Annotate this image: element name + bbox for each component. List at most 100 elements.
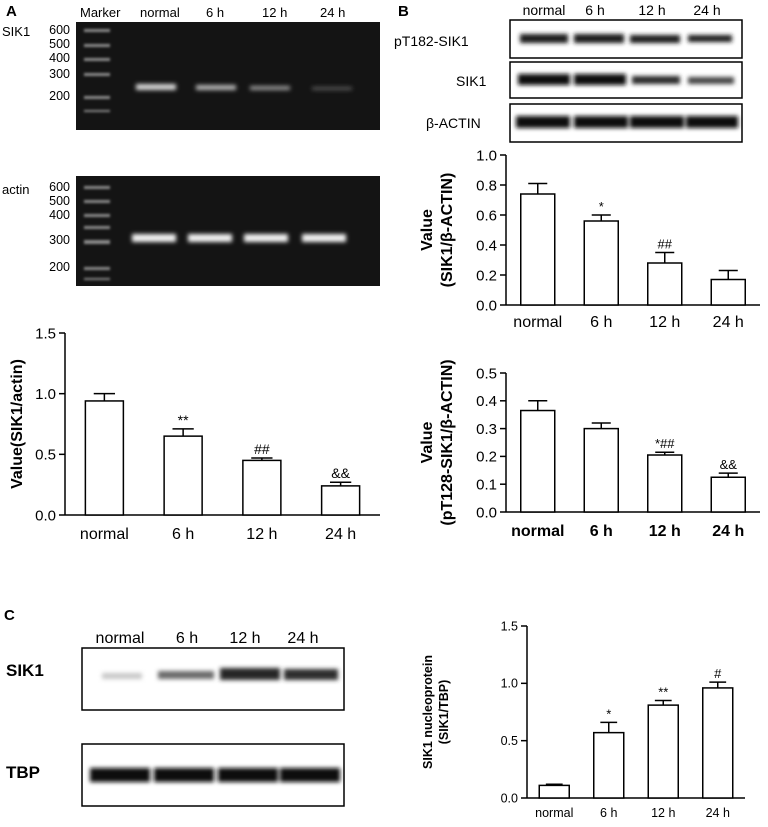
sik1-ladder-300: 300	[49, 67, 70, 81]
significance-mark: **	[178, 412, 189, 428]
y-tick-label: 0.5	[476, 365, 497, 382]
x-category-label: 24 h	[712, 523, 744, 540]
blot-c-row-tbp: TBP	[6, 763, 40, 782]
actin-gel-sample-bands	[132, 234, 346, 242]
gel-lane-header-12h: 12 h	[262, 5, 287, 20]
blot-b-lane-normal: normal	[523, 2, 566, 18]
blot-c-sik1-bands	[102, 668, 338, 680]
y-axis-label: (pT128-SIK1/β-ACTIN)	[439, 359, 456, 525]
bar-0	[538, 784, 570, 799]
blot-c-lane-normal: normal	[96, 630, 145, 647]
actin-gel-image	[76, 176, 380, 286]
x-category-label: 6 h	[600, 806, 617, 820]
sik1-ladder-400: 400	[49, 51, 70, 65]
x-category-label: 12 h	[649, 523, 681, 540]
y-axis-label: Value(SIK1/actin)	[9, 359, 26, 489]
actin-ladder-300: 300	[49, 233, 70, 247]
y-tick-label: 0.6	[476, 207, 497, 224]
bar-1	[583, 427, 619, 513]
blot-b-row-sik1: SIK1	[456, 73, 487, 89]
blot-b-sik1-bands	[518, 74, 734, 85]
x-category-label: 12 h	[651, 806, 675, 820]
blot-c-lane-12h: 12 h	[229, 630, 260, 647]
y-tick-label: 0.5	[501, 734, 518, 748]
actin-ladder-500: 500	[49, 194, 70, 208]
y-tick-label: 1.0	[476, 147, 497, 164]
y-tick-label: 0.2	[476, 449, 497, 466]
bar-3	[710, 476, 746, 513]
sik1-gel-sample-bands	[136, 84, 352, 90]
bar-2	[647, 262, 683, 306]
y-axis-label: (SIK1/TBP)	[437, 680, 451, 745]
y-tick-label: 0.0	[501, 791, 518, 805]
gel-lane-header-6h: 6 h	[206, 5, 224, 20]
blot-c-lane-6h: 6 h	[176, 630, 198, 647]
sik1-ladder-600: 600	[49, 23, 70, 37]
x-category-label: 6 h	[590, 523, 613, 540]
bar-3	[320, 485, 361, 516]
y-tick-label: 0.0	[476, 504, 497, 521]
chart-b-sik1-beta-actin: 0.0 0.2 0.4 0.6 0.8 1.0 Value (SIK1/β-ACTIN) nor…	[419, 147, 760, 331]
blot-c-row-sik1: SIK1	[6, 661, 44, 680]
y-axis-label: (SIK1/β-ACTIN)	[439, 173, 456, 288]
gel-lane-header-normal: normal	[140, 5, 180, 20]
x-category-label: 6 h	[172, 526, 194, 543]
x-category-label: 24 h	[706, 806, 730, 820]
bar-2	[647, 454, 683, 513]
actin-gel-label: actin	[2, 182, 29, 197]
x-category-label: 12 h	[246, 526, 277, 543]
bar-2	[647, 704, 679, 799]
bar-0	[520, 193, 556, 306]
x-category-label: normal	[511, 523, 564, 540]
significance-mark: &&	[720, 457, 738, 472]
bar-0	[84, 400, 125, 516]
gel-lane-header-24h: 24 h	[320, 5, 345, 20]
sik1-gel-label: SIK1	[2, 24, 30, 39]
y-tick-label: 0.3	[476, 421, 497, 438]
x-category-label: 6 h	[590, 314, 612, 331]
blot-b-actin-bands	[516, 116, 738, 128]
blot-b-row-actin: β-ACTIN	[426, 115, 481, 131]
significance-mark: *##	[655, 436, 675, 451]
significance-mark: *	[606, 706, 611, 721]
y-tick-label: 0.1	[476, 476, 497, 493]
actin-gel-marker-bands	[84, 186, 110, 280]
sik1-ladder-500: 500	[49, 37, 70, 51]
bar-1	[163, 435, 203, 516]
actin-ladder-200: 200	[49, 260, 70, 274]
blot-b-lane-12h: 12 h	[638, 2, 665, 18]
chart-b-pt128-sik1-beta-actin: 0.0 0.1 0.2 0.3 0.4 0.5 Value (pT128-SIK1/β-ACT…	[419, 359, 760, 540]
y-tick-label: 1.0	[501, 677, 518, 691]
chart-a-sik1-actin: 0.0 0.5 1.0 1.5 Value(SIK1/actin) normal ** 6 h…	[9, 325, 380, 543]
significance-mark: &&	[331, 465, 350, 481]
blot-b-pt182-bands	[520, 34, 732, 43]
y-tick-label: 1.5	[35, 325, 56, 342]
bar-2	[242, 459, 282, 516]
bar-3	[702, 687, 734, 799]
y-tick-label: 0.4	[476, 393, 497, 410]
y-tick-label: 1.0	[35, 386, 56, 403]
significance-mark: ##	[658, 237, 673, 252]
y-axis-label: SIK1 nucleoprotein	[421, 655, 435, 769]
sik1-gel-marker-bands	[84, 29, 110, 112]
blot-b-lane-6h: 6 h	[585, 2, 604, 18]
x-category-label: 24 h	[713, 314, 744, 331]
panel-label-b: B	[398, 3, 409, 20]
significance-mark: ##	[254, 441, 270, 457]
sik1-ladder-200: 200	[49, 89, 70, 103]
actin-ladder-600: 600	[49, 180, 70, 194]
y-tick-label: 0.0	[476, 297, 497, 314]
panel-label-c: C	[4, 607, 15, 624]
gel-marker-header: Marker	[80, 5, 121, 20]
x-category-label: normal	[513, 314, 562, 331]
panel-label-a: A	[6, 3, 17, 20]
y-tick-label: 1.5	[501, 619, 518, 633]
y-tick-label: 0.5	[35, 447, 56, 464]
bar-1	[593, 731, 625, 799]
y-tick-label: 0.2	[476, 267, 497, 284]
blot-c-lane-24h: 24 h	[287, 630, 318, 647]
bar-3	[710, 278, 746, 306]
y-axis-label: Value	[419, 209, 436, 251]
significance-mark: #	[714, 666, 722, 681]
